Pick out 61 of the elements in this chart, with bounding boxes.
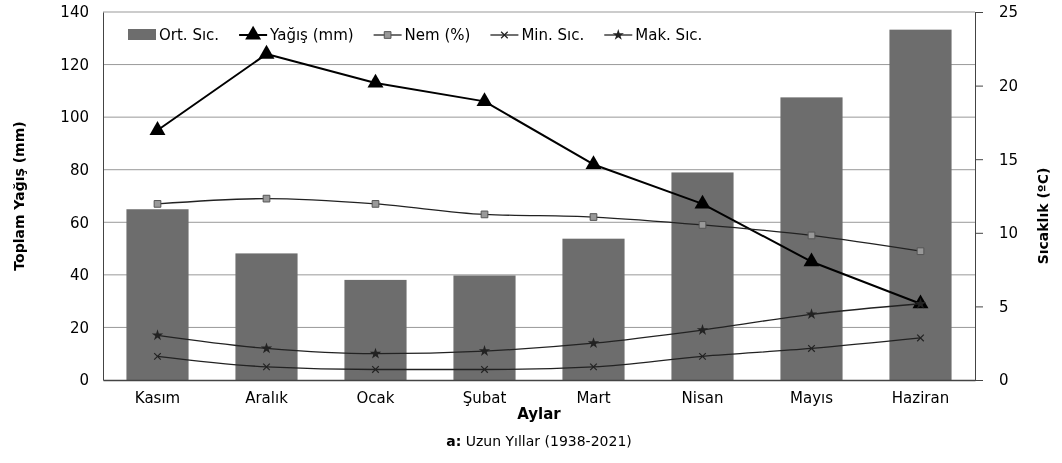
x-tick-label: Mayıs	[790, 388, 834, 407]
y-tick-label: 120	[60, 55, 89, 74]
y-tick-label: 100	[60, 108, 89, 127]
bar	[780, 97, 843, 380]
point	[698, 352, 707, 361]
point	[694, 194, 711, 209]
legend-label: Nem (%)	[404, 26, 471, 44]
bar	[562, 238, 625, 380]
y2-axis-title: Sıcaklık (ºC)	[1035, 167, 1051, 265]
point	[589, 362, 598, 371]
y2-tick-label: 10	[999, 224, 1019, 243]
legend-label: Mak. Sıc.	[635, 26, 703, 44]
point	[916, 334, 925, 342]
y2-tick-label: 0	[999, 371, 1009, 390]
x-axis-title: Aylar	[517, 405, 562, 423]
y2-tick-label: 25	[999, 3, 1019, 22]
text: a: Uzun Yıllar (1938-2021)	[446, 433, 632, 449]
bar	[889, 29, 952, 380]
x-tick-label: Mart	[576, 388, 611, 407]
x-tick-label: Aralık	[245, 388, 289, 407]
point	[585, 155, 602, 170]
y2-tick-label: 20	[999, 76, 1019, 95]
point	[369, 347, 382, 359]
bar	[671, 172, 734, 380]
point	[807, 344, 816, 353]
legend-label: Ort. Sıc.	[159, 26, 220, 44]
bar	[126, 209, 189, 380]
bar	[344, 279, 407, 380]
x-tick-label: Haziran	[891, 388, 950, 407]
point	[153, 352, 162, 361]
point	[151, 329, 164, 341]
point	[805, 308, 818, 320]
y-tick-label: 60	[69, 213, 89, 232]
point	[803, 252, 820, 267]
point	[696, 324, 709, 335]
y2-tick-label: 5	[999, 297, 1009, 316]
y-tick-label: 140	[60, 3, 89, 22]
point	[371, 365, 380, 374]
point	[480, 365, 489, 374]
point	[587, 337, 600, 349]
point	[478, 345, 491, 356]
x-tick-label: Şubat	[462, 388, 507, 407]
point	[260, 342, 273, 354]
point	[258, 44, 275, 59]
x-tick-label: Nisan	[681, 388, 724, 407]
point	[149, 121, 166, 135]
y-tick-label: 40	[69, 266, 89, 285]
point	[476, 92, 493, 106]
x-tick-label: Kasım	[134, 388, 181, 407]
y-tick-label: 80	[69, 161, 89, 180]
bar	[453, 275, 516, 380]
legend-label: Min. Sıc.	[521, 26, 585, 44]
y2-tick-label: 15	[999, 150, 1019, 169]
point	[367, 73, 384, 88]
point	[262, 362, 271, 371]
y-axis-title: Toplam Yağış (mm)	[11, 121, 27, 271]
x-tick-label: Ocak	[356, 388, 395, 407]
legend-label: Yağış (mm)	[269, 26, 354, 44]
y-tick-label: 20	[69, 318, 89, 337]
bar	[235, 253, 298, 380]
y-tick-label: 0	[79, 371, 89, 390]
